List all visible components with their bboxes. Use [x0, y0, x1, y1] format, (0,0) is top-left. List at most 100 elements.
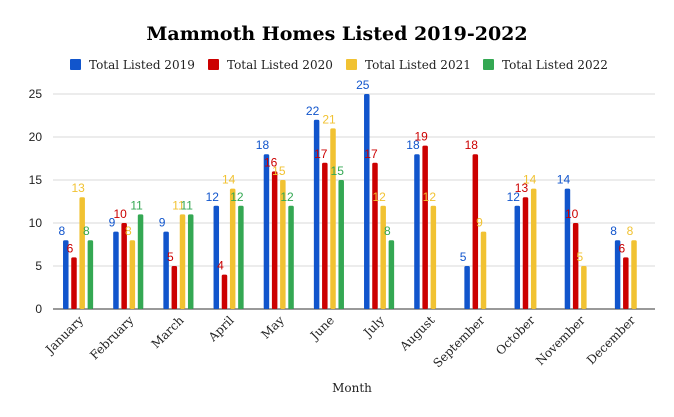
data-label: 18 [256, 138, 270, 152]
data-label: 6 [67, 241, 74, 255]
x-tick-label: March [149, 313, 187, 351]
data-label: 8 [384, 224, 391, 238]
legend-item-3: Total Listed 2021 [346, 58, 471, 72]
data-label: 18 [406, 138, 420, 152]
bar-september-s3 [480, 231, 487, 309]
x-tick-label: April [205, 313, 237, 345]
legend-label: Total Listed 2020 [227, 58, 333, 72]
gridlines [53, 93, 655, 310]
data-label: 12 [206, 190, 220, 204]
data-label: 12 [230, 190, 244, 204]
bar-march-s4 [187, 214, 194, 309]
data-label: 16 [264, 155, 278, 169]
bar-april-s4 [238, 205, 244, 309]
data-label: 14 [557, 173, 571, 187]
bar-november-s3 [581, 266, 587, 309]
data-label: 22 [306, 104, 320, 118]
data-label: 15 [331, 164, 345, 178]
bar-june-s1 [313, 119, 320, 309]
x-tick-label: July [360, 313, 388, 341]
bar-june-s4 [338, 180, 344, 309]
chart-title: Mammoth Homes Listed 2019-2022 [146, 23, 527, 45]
bar-april-s2 [221, 274, 228, 309]
legend-swatch [483, 59, 494, 70]
bar-september-s2 [472, 154, 479, 309]
bar-july-s2 [372, 162, 378, 309]
bar-may-s1 [263, 154, 270, 309]
bar-december-s1 [614, 240, 621, 309]
data-label: 17 [364, 147, 378, 161]
bar-july-s1 [364, 94, 370, 309]
y-tick-label: 5 [35, 259, 42, 273]
legend-item-4: Total Listed 2022 [483, 58, 608, 72]
bar-november-s1 [564, 188, 571, 309]
data-label: 8 [58, 224, 65, 238]
bar-october-s1 [514, 205, 521, 309]
legend: Total Listed 2019 Total Listed 2020 Total … [70, 58, 608, 72]
y-tick-label: 25 [29, 87, 43, 101]
bar-january-s4 [87, 240, 94, 309]
data-label: 21 [322, 112, 336, 126]
data-label: 11 [172, 198, 185, 212]
x-axis: January February March April May June July Augu… [42, 313, 639, 370]
bar-july-s4 [388, 240, 395, 309]
y-axis: 0 5 10 15 20 25 [29, 87, 43, 316]
bar-august-s1 [414, 154, 420, 309]
bar-february-s1 [113, 231, 119, 309]
bar-september-s1 [464, 266, 470, 309]
data-label: 9 [159, 216, 166, 230]
bars [63, 94, 637, 309]
data-label: 5 [460, 250, 467, 264]
data-label: 12 [373, 190, 387, 204]
bar-february-s2 [121, 223, 127, 309]
legend-label: Total Listed 2022 [502, 58, 608, 72]
data-label: 12 [423, 190, 437, 204]
data-label: 18 [465, 138, 479, 152]
data-label: 9 [476, 216, 483, 230]
x-tick-label: September [430, 313, 487, 370]
legend-label: Total Listed 2021 [365, 58, 471, 72]
legend-swatch [208, 59, 219, 70]
bar-october-s3 [530, 188, 537, 309]
bar-december-s2 [623, 257, 629, 309]
x-tick-label: May [258, 313, 287, 342]
bar-july-s3 [380, 205, 386, 309]
bar-february-s3 [129, 240, 136, 309]
bar-april-s3 [229, 188, 236, 309]
bar-august-s3 [430, 205, 437, 309]
legend-swatch [346, 59, 357, 70]
x-tick-label: January [42, 313, 87, 358]
data-label: 14 [523, 173, 537, 187]
legend-swatch [70, 59, 81, 70]
data-label: 8 [610, 224, 617, 238]
bar-march-s2 [171, 266, 178, 309]
bar-march-s1 [163, 231, 169, 309]
bar-october-s2 [522, 197, 529, 309]
data-label: 13 [72, 181, 86, 195]
legend-item-1: Total Listed 2019 [70, 58, 195, 72]
data-label: 15 [272, 164, 286, 178]
bar-june-s3 [330, 128, 336, 309]
data-label: 11 [180, 198, 193, 212]
x-tick-label: June [306, 313, 337, 344]
x-tick-label: February [87, 313, 136, 362]
y-tick-label: 0 [35, 302, 42, 316]
bar-april-s1 [213, 205, 220, 309]
legend-label: Total Listed 2019 [89, 58, 195, 72]
data-label: 10 [113, 207, 127, 221]
data-label: 5 [167, 250, 174, 264]
legend-item-2: Total Listed 2020 [208, 58, 333, 72]
data-label: 9 [109, 216, 116, 230]
y-tick-label: 20 [29, 130, 43, 144]
data-label: 8 [627, 224, 634, 238]
bar-november-s2 [572, 223, 579, 309]
data-label: 25 [356, 78, 370, 92]
data-label: 8 [125, 224, 132, 238]
data-label: 19 [414, 130, 428, 144]
bar-august-s2 [422, 145, 428, 309]
data-label: 12 [507, 190, 521, 204]
data-label: 17 [314, 147, 328, 161]
data-label: 10 [565, 207, 579, 221]
bar-march-s3 [179, 214, 186, 309]
